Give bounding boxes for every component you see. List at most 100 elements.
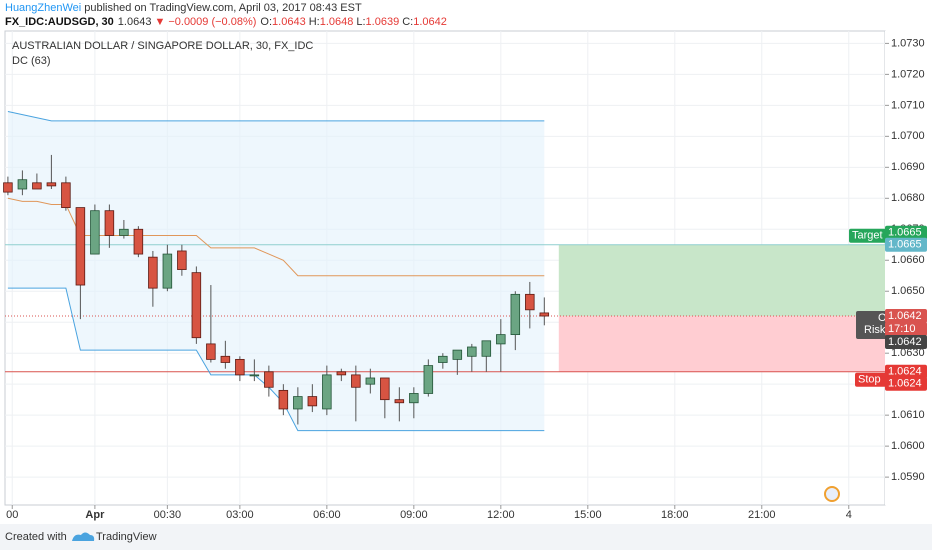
y-tick-label: 1.0680 [891, 192, 925, 204]
candle-body [278, 389, 289, 410]
l-label: L: [356, 16, 365, 28]
c: 1.0642 [413, 16, 447, 28]
target-price: 1.0665 [888, 227, 922, 239]
logo [72, 532, 95, 541]
stop-price-2: 1.0624 [888, 378, 922, 390]
countdown: 17:10 [888, 323, 916, 335]
loss-zone [558, 316, 885, 372]
x-tick-label: 00 [6, 509, 18, 521]
candle-body [264, 371, 274, 388]
candle-body [46, 182, 57, 187]
candle-body [365, 377, 376, 385]
y-tick-label: 1.0690 [891, 161, 925, 173]
h: 1.0648 [320, 16, 354, 28]
target-price-2-bg [885, 237, 927, 252]
candle-body [510, 293, 521, 336]
candle-body [452, 349, 463, 360]
price-axis [885, 31, 932, 505]
entry-price: 1.0642 [888, 310, 922, 322]
last-price-bg [885, 335, 927, 350]
l: 1.0639 [366, 16, 400, 28]
channel-fill [7, 111, 545, 431]
candle-body [409, 393, 419, 404]
dc-upper [7, 111, 545, 122]
target-tag-bg [849, 228, 889, 243]
published: published on TradingView.com, April 03, … [84, 2, 362, 14]
plot [3, 111, 885, 432]
footer [0, 524, 932, 550]
arrow: ▼ [154, 16, 165, 28]
candle-body [293, 396, 303, 410]
symbol: FX_IDC:AUDSGD, 30 [5, 16, 114, 28]
candle-body [220, 355, 231, 363]
change: −0.0009 (−0.08%) [168, 16, 256, 28]
last: 1.0643 [118, 16, 152, 28]
candle-body [423, 365, 434, 394]
candle-body [75, 207, 86, 286]
candle-body [394, 399, 405, 404]
last-price: 1.0642 [888, 336, 922, 348]
stop-price-2-bg [885, 376, 927, 391]
candle-body [191, 272, 202, 339]
y-tick-label: 1.0660 [891, 254, 925, 266]
info-line: Risk/ [864, 324, 889, 336]
candle-body [17, 179, 28, 190]
stop-tag: Stop [858, 374, 881, 386]
candle-body [467, 346, 477, 357]
countdown-bg [885, 322, 927, 337]
author[interactable]: HuangZhenWei [5, 2, 81, 14]
target-price-bg [885, 225, 927, 240]
x-tick-label: 21:00 [748, 509, 776, 521]
c-label: C: [402, 16, 413, 28]
info-tag-bg [856, 311, 888, 340]
candle-body [235, 358, 245, 376]
header-line-2: FX_IDC:AUDSGD, 30 1.0643 ▼ −0.0009 (−0.08%)… [5, 16, 447, 28]
candle-body [148, 256, 158, 289]
candle-body [525, 293, 535, 311]
candle-body [307, 396, 318, 407]
candle-body [3, 182, 13, 193]
candle-body [380, 377, 390, 401]
y-tick-label: 1.0600 [891, 440, 925, 452]
y-tick-label: 1.0650 [891, 285, 925, 297]
candle-body [61, 182, 71, 208]
stop-tag-bg [855, 372, 889, 387]
y-tick-label: 1.0720 [891, 68, 925, 80]
x-tick-label: 00:30 [154, 509, 182, 521]
profit-zone [558, 244, 885, 317]
y-tick-label: 1.0700 [891, 130, 925, 142]
stop-price: 1.0624 [888, 366, 922, 378]
candle-body [481, 340, 492, 357]
candle-body [206, 343, 216, 360]
event-icon[interactable] [824, 486, 840, 502]
dc-lower [7, 287, 545, 432]
x-tick-label: 09:00 [400, 509, 428, 521]
y-tick-label: 1.0630 [891, 347, 925, 359]
indicator-label: DC (63) [12, 55, 51, 67]
info-line: O [878, 312, 887, 324]
y-tick-label: 1.0590 [891, 471, 925, 483]
target-tag: Target [852, 230, 883, 242]
x-tick-label: 15:00 [574, 509, 602, 521]
x-tick-label: 18:00 [661, 509, 689, 521]
candle-body [104, 210, 115, 236]
stop-price-bg [885, 364, 927, 379]
candle-body [336, 371, 347, 376]
x-tick-label: Apr [85, 509, 105, 521]
y-tick-label: 1.0610 [891, 409, 925, 421]
footer-brand[interactable]: TradingView [96, 531, 157, 543]
o: 1.0643 [272, 16, 306, 28]
y-tick-label: 1.0730 [891, 37, 925, 49]
candle-body [177, 250, 187, 270]
candle-body [496, 334, 506, 345]
candle-body [351, 374, 361, 388]
footer-created: Created with [5, 531, 67, 543]
x-tick-label: 06:00 [313, 509, 341, 521]
candle-body [438, 355, 448, 363]
candle-body [133, 228, 144, 255]
y-tick-label: 1.0710 [891, 99, 925, 111]
header-line-1: HuangZhenWei published on TradingView.com… [5, 2, 362, 14]
candle-body [249, 374, 260, 377]
